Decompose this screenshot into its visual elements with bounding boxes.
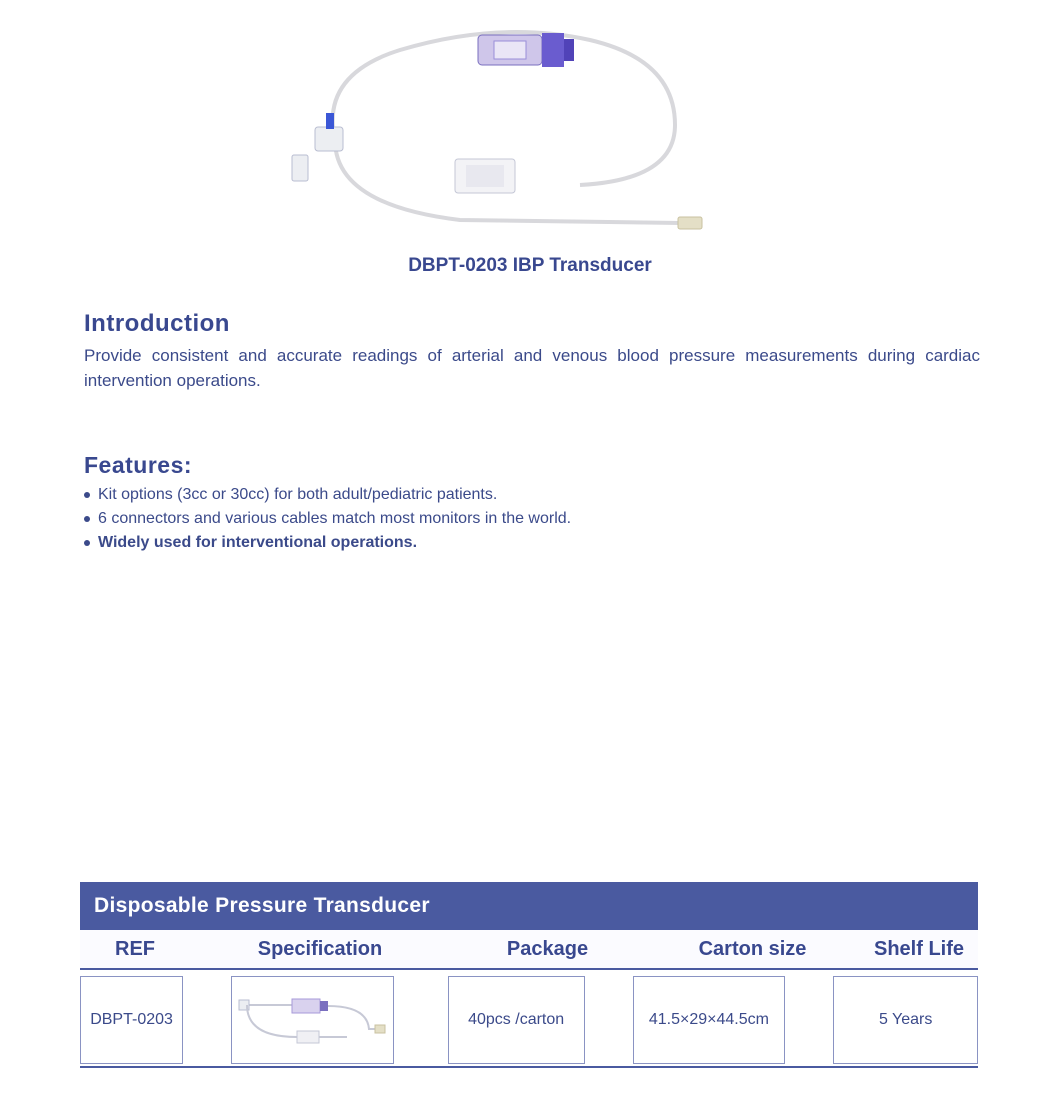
product-image <box>280 5 750 250</box>
features-list: Kit options (3cc or 30cc) for both adult… <box>84 483 980 555</box>
feature-item: 6 connectors and various cables match mo… <box>84 507 980 531</box>
cell-shelf-life: 5 Years <box>833 976 978 1064</box>
col-header-cart: Carton size <box>645 938 860 961</box>
col-header-spec: Specification <box>190 938 450 961</box>
col-header-ref: REF <box>80 938 190 961</box>
spec-table: Disposable Pressure Transducer REF Speci… <box>80 882 978 1068</box>
cell-spec <box>231 976 394 1064</box>
spec-diagram-icon <box>237 985 387 1055</box>
product-title: DBPT-0203 IBP Transducer <box>0 255 1060 277</box>
cell-package: 40pcs /carton <box>448 976 585 1064</box>
spec-table-header-row: REF Specification Package Carton size Sh… <box>80 930 978 970</box>
features-section: Features: Kit options (3cc or 30cc) for … <box>84 452 980 555</box>
feature-item: Widely used for interventional operation… <box>84 531 980 555</box>
cell-ref: DBPT-0203 <box>80 976 183 1064</box>
introduction-heading: Introduction <box>84 310 980 338</box>
introduction-text: Provide consistent and accurate readings… <box>84 344 980 393</box>
features-heading: Features: <box>84 452 980 479</box>
col-header-shelf: Shelf Life <box>860 938 978 961</box>
spec-table-title: Disposable Pressure Transducer <box>80 882 978 930</box>
cell-carton-size: 41.5×29×44.5cm <box>633 976 786 1064</box>
spec-table-row: DBPT-0203 40pcs /carton 41.5×29×44.5cm 5… <box>80 970 978 1068</box>
feature-item: Kit options (3cc or 30cc) for both adult… <box>84 483 980 507</box>
col-header-pkg: Package <box>450 938 645 961</box>
introduction-section: Introduction Provide consistent and accu… <box>84 310 980 393</box>
